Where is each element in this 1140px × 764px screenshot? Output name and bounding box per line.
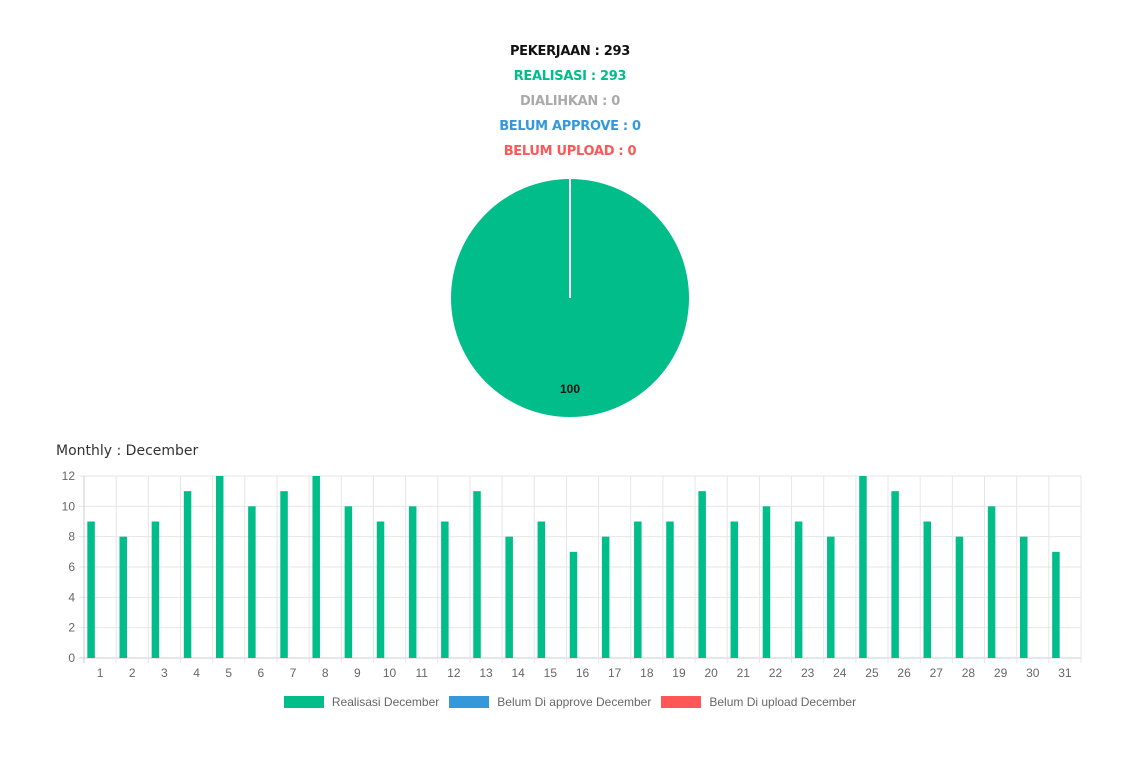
- bar-realisasi-day-20[interactable]: [698, 491, 706, 658]
- bar-realisasi-day-25[interactable]: [859, 476, 867, 658]
- pie-chart: 100: [451, 179, 689, 417]
- bar-realisasi-day-28[interactable]: [955, 536, 964, 658]
- bar-realisasi-day-7[interactable]: [280, 491, 288, 658]
- bar-realisasi-day-19[interactable]: [666, 521, 674, 659]
- belum-approve-total: BELUM APPROVE : 0: [499, 119, 641, 134]
- x-tick-label: 5: [225, 666, 232, 680]
- legend-label: Realisasi December: [331, 695, 440, 709]
- x-tick-label: 30: [1026, 666, 1040, 680]
- bar-realisasi-day-29[interactable]: [987, 506, 996, 658]
- x-tick-label: 2: [129, 666, 136, 680]
- x-tick-label: 9: [354, 666, 361, 680]
- x-tick-label: 21: [737, 666, 751, 680]
- legend-swatch: [283, 696, 324, 708]
- bar-realisasi-day-11[interactable]: [408, 506, 417, 658]
- x-tick-label: 16: [576, 666, 590, 680]
- x-tick-label: 7: [290, 666, 297, 680]
- summary-block: PEKERJAAN : 293 REALISASI : 293 DIALIHKA…: [0, 42, 1140, 167]
- bar-realisasi-day-6[interactable]: [248, 506, 256, 658]
- legend-label: Belum Di upload December: [709, 695, 857, 709]
- x-tick-label: 22: [769, 666, 783, 680]
- x-tick-label: 23: [801, 666, 815, 680]
- x-tick-label: 27: [930, 666, 944, 680]
- bar-realisasi-day-3[interactable]: [151, 521, 160, 659]
- x-tick-label: 4: [193, 666, 200, 680]
- bar-realisasi-day-16[interactable]: [569, 551, 578, 658]
- bar-realisasi-day-2[interactable]: [119, 536, 127, 658]
- legend-swatch: [661, 696, 702, 708]
- x-tick-label: 11: [415, 666, 428, 680]
- x-tick-label: 26: [897, 666, 911, 680]
- x-tick-label: 28: [962, 666, 976, 680]
- bar-realisasi-day-8[interactable]: [312, 476, 320, 658]
- y-tick-label: 0: [68, 651, 75, 665]
- x-tick-label: 3: [161, 666, 168, 680]
- y-tick-label: 2: [68, 621, 75, 635]
- bar-realisasi-day-4[interactable]: [183, 491, 192, 658]
- belum-upload-total: BELUM UPLOAD : 0: [503, 144, 637, 159]
- x-tick-label: 10: [383, 666, 397, 680]
- legend-item-1[interactable]: Belum Di approve December: [449, 695, 651, 709]
- x-tick-label: 17: [608, 666, 622, 680]
- bar-realisasi-day-24[interactable]: [827, 536, 835, 658]
- x-tick-label: 31: [1058, 666, 1072, 680]
- x-tick-label: 24: [833, 666, 847, 680]
- bar-realisasi-day-26[interactable]: [891, 491, 899, 658]
- bar-realisasi-day-18[interactable]: [634, 521, 642, 659]
- legend-swatch: [449, 696, 490, 708]
- legend-label: Belum Di approve December: [497, 695, 652, 709]
- chart-legend: Realisasi December Belum Di approve Decem…: [0, 695, 1140, 709]
- realisasi-total: REALISASI : 293: [513, 69, 627, 84]
- y-tick-label: 10: [62, 499, 76, 513]
- x-tick-label: 25: [865, 666, 879, 680]
- x-tick-label: 18: [640, 666, 654, 680]
- bar-realisasi-day-21[interactable]: [730, 521, 739, 659]
- bar-realisasi-day-14[interactable]: [505, 536, 513, 658]
- x-tick-label: 15: [544, 666, 558, 680]
- x-tick-label: 29: [994, 666, 1008, 680]
- bar-realisasi-day-27[interactable]: [923, 521, 932, 659]
- y-tick-label: 12: [62, 469, 76, 483]
- x-tick-label: 20: [704, 666, 718, 680]
- y-tick-label: 6: [68, 560, 75, 574]
- x-tick-label: 1: [97, 666, 104, 680]
- legend-item-0[interactable]: Realisasi December: [283, 695, 440, 709]
- y-tick-label: 8: [68, 530, 75, 544]
- bar-realisasi-day-5[interactable]: [215, 476, 224, 658]
- y-tick-label: 4: [68, 590, 75, 604]
- bar-realisasi-day-13[interactable]: [473, 491, 481, 658]
- bar-realisasi-day-17[interactable]: [601, 536, 610, 658]
- bar-realisasi-day-1[interactable]: [87, 521, 95, 659]
- x-tick-label: 12: [447, 666, 461, 680]
- pekerjaan-total: PEKERJAAN : 293: [509, 44, 631, 59]
- bar-realisasi-day-30[interactable]: [1020, 536, 1028, 658]
- monthly-chart-title: Monthly : December: [56, 443, 199, 459]
- legend-item-2[interactable]: Belum Di upload December: [661, 695, 856, 709]
- bar-realisasi-day-10[interactable]: [376, 521, 385, 659]
- bar-realisasi-day-23[interactable]: [794, 521, 803, 659]
- bar-realisasi-day-31[interactable]: [1052, 551, 1060, 658]
- x-tick-label: 6: [258, 666, 265, 680]
- bar-realisasi-day-15[interactable]: [537, 521, 546, 659]
- bar-realisasi-day-12[interactable]: [441, 521, 449, 659]
- pie-slice-label: 100: [560, 382, 580, 396]
- bar-realisasi-day-22[interactable]: [762, 506, 771, 658]
- x-tick-label: 14: [511, 666, 525, 680]
- bar-realisasi-day-9[interactable]: [344, 506, 353, 658]
- dialihkan-total: DIALIHKAN : 0: [519, 94, 621, 109]
- x-tick-label: 8: [322, 666, 329, 680]
- x-tick-label: 19: [672, 666, 686, 680]
- x-tick-label: 13: [479, 666, 493, 680]
